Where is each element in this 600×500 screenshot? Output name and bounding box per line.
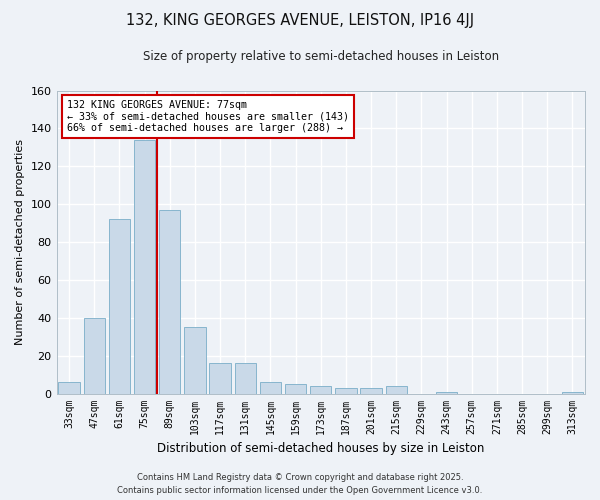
Bar bbox=[58, 382, 80, 394]
Bar bbox=[361, 388, 382, 394]
Bar bbox=[562, 392, 583, 394]
Bar bbox=[159, 210, 181, 394]
Bar bbox=[235, 364, 256, 394]
Bar bbox=[260, 382, 281, 394]
Text: Contains HM Land Registry data © Crown copyright and database right 2025.
Contai: Contains HM Land Registry data © Crown c… bbox=[118, 474, 482, 495]
Bar bbox=[83, 318, 105, 394]
Bar bbox=[134, 140, 155, 394]
Bar bbox=[386, 386, 407, 394]
Bar bbox=[209, 364, 231, 394]
Text: 132, KING GEORGES AVENUE, LEISTON, IP16 4JJ: 132, KING GEORGES AVENUE, LEISTON, IP16 … bbox=[126, 12, 474, 28]
Bar bbox=[310, 386, 331, 394]
Text: 132 KING GEORGES AVENUE: 77sqm
← 33% of semi-detached houses are smaller (143)
6: 132 KING GEORGES AVENUE: 77sqm ← 33% of … bbox=[67, 100, 349, 133]
Bar bbox=[109, 220, 130, 394]
X-axis label: Distribution of semi-detached houses by size in Leiston: Distribution of semi-detached houses by … bbox=[157, 442, 484, 455]
Bar bbox=[184, 328, 206, 394]
Y-axis label: Number of semi-detached properties: Number of semi-detached properties bbox=[15, 139, 25, 345]
Bar bbox=[335, 388, 356, 394]
Bar bbox=[436, 392, 457, 394]
Title: Size of property relative to semi-detached houses in Leiston: Size of property relative to semi-detach… bbox=[143, 50, 499, 63]
Bar bbox=[285, 384, 307, 394]
